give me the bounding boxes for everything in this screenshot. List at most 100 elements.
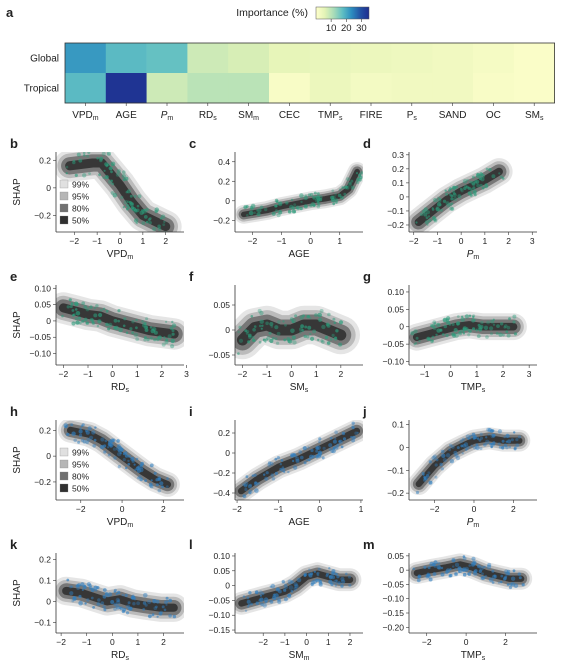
shap-point: [163, 336, 166, 339]
shap-point: [331, 571, 336, 575]
panel-label-b: b: [10, 136, 18, 151]
shap-point: [483, 183, 489, 189]
shap-point: [118, 327, 123, 333]
heatmap-cell: [269, 73, 311, 104]
shap-point: [296, 577, 302, 583]
shap-point: [99, 158, 103, 163]
shap-point: [347, 182, 352, 187]
shap-point: [165, 596, 169, 600]
shap-point: [451, 558, 456, 563]
shap-point: [93, 438, 97, 442]
shap-point: [99, 444, 105, 450]
shap-point: [107, 446, 110, 449]
shap-point: [102, 594, 107, 599]
x-tick-label: 1: [359, 504, 364, 514]
shap-point: [131, 320, 135, 324]
shap-point: [290, 328, 295, 334]
shap-point: [270, 583, 276, 589]
shap-point: [458, 331, 462, 334]
density-plot-i: [235, 420, 363, 500]
shap-point: [331, 569, 336, 574]
shap-point: [287, 339, 291, 343]
shap-point: [257, 208, 262, 213]
shap-point: [78, 429, 83, 434]
shap-point: [315, 449, 319, 453]
shap-point: [300, 324, 304, 329]
shap-point: [117, 449, 121, 453]
y-tick-label: 0: [225, 581, 230, 591]
shap-point: [112, 192, 118, 198]
shap-point: [334, 193, 337, 196]
shap-point: [253, 211, 256, 214]
x-tick-label: −1: [280, 637, 290, 647]
shap-point: [455, 455, 461, 461]
shap-point: [497, 429, 502, 434]
legend-swatch: [59, 191, 69, 201]
shap-point: [238, 325, 242, 329]
shap-point: [145, 207, 149, 212]
shap-point: [334, 445, 339, 450]
x-tick-label: −1: [92, 236, 102, 246]
shap-point: [111, 182, 115, 186]
shap-point: [71, 431, 76, 436]
shap-point: [70, 423, 74, 427]
contour-band: [414, 167, 503, 227]
shap-point: [71, 309, 75, 312]
shap-point: [334, 430, 338, 435]
shap-point: [430, 339, 434, 344]
x-tick-label: 2: [503, 637, 508, 647]
y-tick-label: −0.10: [382, 594, 404, 604]
shap-point: [314, 313, 318, 317]
y-tick-label: −0.2: [387, 220, 404, 230]
shap-point: [311, 202, 315, 206]
shap-point: [274, 337, 278, 341]
shap-point: [104, 175, 109, 180]
y-tick-label: 0.2: [218, 176, 230, 186]
heatmap-row-label: Global: [30, 54, 59, 65]
shap-point: [328, 447, 332, 451]
shap-point: [283, 597, 288, 602]
shap-point: [145, 220, 149, 224]
shap-point: [434, 463, 438, 467]
y-tick-label: −0.15: [382, 608, 404, 618]
shap-point: [342, 437, 347, 441]
shap-point: [427, 337, 431, 341]
shap-point: [142, 601, 147, 605]
shap-point: [307, 193, 311, 197]
shap-point: [83, 305, 87, 309]
shap-point: [282, 320, 285, 323]
shap-point: [153, 606, 158, 610]
y-tick-label: −0.4: [213, 488, 230, 498]
shap-point: [454, 572, 458, 577]
shap-point: [330, 338, 333, 341]
shap-point: [336, 443, 340, 447]
shap-point: [135, 337, 140, 341]
shap-point: [309, 192, 314, 197]
shap-point: [437, 561, 441, 565]
shap-point: [419, 212, 424, 216]
shap-point: [487, 562, 492, 567]
shap-point: [261, 324, 264, 327]
y-tick-label: −0.2: [387, 488, 404, 498]
y-tick-label: 0: [399, 322, 404, 332]
shap-point: [510, 576, 516, 581]
shap-point: [445, 333, 449, 338]
y-tick-label: 0: [399, 565, 404, 575]
shap-point: [161, 342, 166, 347]
shap-point: [491, 174, 496, 179]
shap-point: [479, 432, 483, 436]
shap-point: [237, 330, 240, 334]
shap-point: [159, 481, 164, 486]
shap-point: [309, 454, 314, 459]
shap-point: [461, 568, 465, 573]
shap-point: [267, 461, 272, 465]
shap-point: [130, 456, 135, 461]
shap-point: [415, 221, 418, 224]
shap-point: [125, 611, 130, 615]
shap-point: [71, 321, 76, 326]
shap-point: [295, 458, 300, 463]
shap-point: [470, 189, 473, 192]
shap-point: [133, 194, 137, 198]
shap-point: [72, 313, 75, 317]
legend-label: 95%: [72, 192, 89, 202]
